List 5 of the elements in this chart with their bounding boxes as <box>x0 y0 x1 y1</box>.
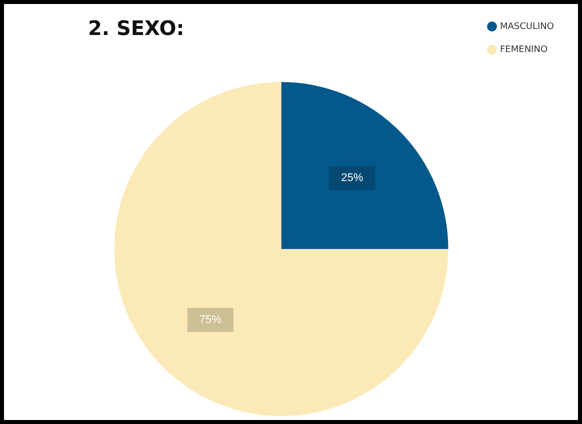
data-label: 75% <box>199 314 222 326</box>
data-label: 25% <box>341 172 364 184</box>
chart-title: 2. SEXO: <box>88 16 184 40</box>
legend-label: FEMENINO <box>500 44 548 55</box>
legend-label: MASCULINO <box>500 22 554 32</box>
